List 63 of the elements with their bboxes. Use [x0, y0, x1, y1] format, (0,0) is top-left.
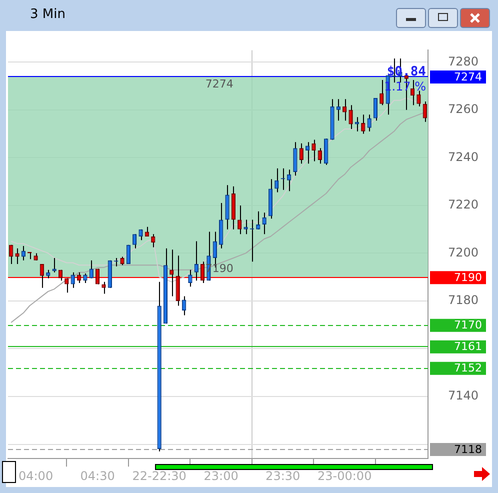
candlestick	[342, 98, 347, 122]
candlestick	[9, 244, 14, 264]
x-tick-label: 22-22:30	[132, 468, 186, 483]
ref-line-label: 7118	[454, 442, 482, 456]
x-tick-label: 04:00	[18, 468, 54, 483]
candlestick	[373, 97, 378, 122]
candlestick	[15, 248, 20, 264]
candlestick	[188, 269, 192, 288]
candlestick	[318, 148, 322, 164]
candlestick	[194, 240, 198, 282]
candlestick	[238, 204, 242, 235]
candlestick	[262, 212, 266, 235]
candlestick	[102, 281, 106, 294]
candlestick	[170, 249, 174, 297]
candlestick	[89, 260, 94, 279]
candlestick	[299, 142, 304, 164]
candlestick	[40, 263, 44, 288]
candlestick	[416, 90, 421, 107]
candlestick	[286, 169, 292, 192]
candlestick	[132, 234, 137, 249]
y-tick-label: 7240	[448, 150, 479, 164]
candlestick	[256, 210, 260, 230]
y-tick-label: 7280	[448, 54, 479, 68]
y-tick-label: 7200	[448, 245, 479, 260]
candlestick	[126, 244, 131, 264]
ref-line-label: 7161	[454, 340, 482, 354]
annotation: 7274	[205, 77, 234, 90]
ref-line-label: 7190	[454, 270, 482, 284]
candlestick	[151, 234, 156, 248]
candlestick	[361, 114, 366, 134]
x-tick-label: 23-00:00	[318, 468, 372, 483]
candlestick	[176, 255, 180, 306]
ref-line-label: 7170	[454, 318, 482, 332]
candlestick	[274, 168, 279, 193]
candlestick	[367, 114, 372, 132]
candlestick	[293, 142, 298, 176]
x-tick-label: 04:30	[80, 468, 115, 483]
candlestick	[312, 139, 316, 162]
candlestick	[305, 142, 310, 164]
ref-line-label: 7274	[454, 70, 482, 84]
candlestick	[144, 226, 150, 237]
candlestick	[21, 246, 26, 261]
chart-title: 3 Min	[30, 7, 66, 22]
candlestick	[380, 80, 384, 106]
y-tick-label: 7220	[448, 198, 479, 212]
candlestick	[83, 273, 88, 284]
x-tick-label: 23:00	[204, 468, 238, 483]
candlestick	[422, 101, 427, 122]
candlestick	[324, 138, 328, 166]
ref-line-label: 7152	[454, 362, 482, 375]
y-tick-label: 7140	[448, 388, 479, 403]
candlestick	[244, 219, 248, 235]
y-tick-label: 7180	[448, 293, 479, 308]
x-tick-label: 23:30	[266, 468, 300, 483]
candlestick	[64, 278, 69, 294]
candlestick	[76, 272, 82, 284]
candlestick	[348, 104, 353, 130]
candlestick	[200, 261, 205, 284]
candlestick	[70, 272, 75, 288]
candlestick	[225, 184, 230, 230]
candlestick	[52, 257, 56, 273]
candlestick	[219, 202, 224, 249]
y-tick-label: 7260	[448, 102, 479, 116]
